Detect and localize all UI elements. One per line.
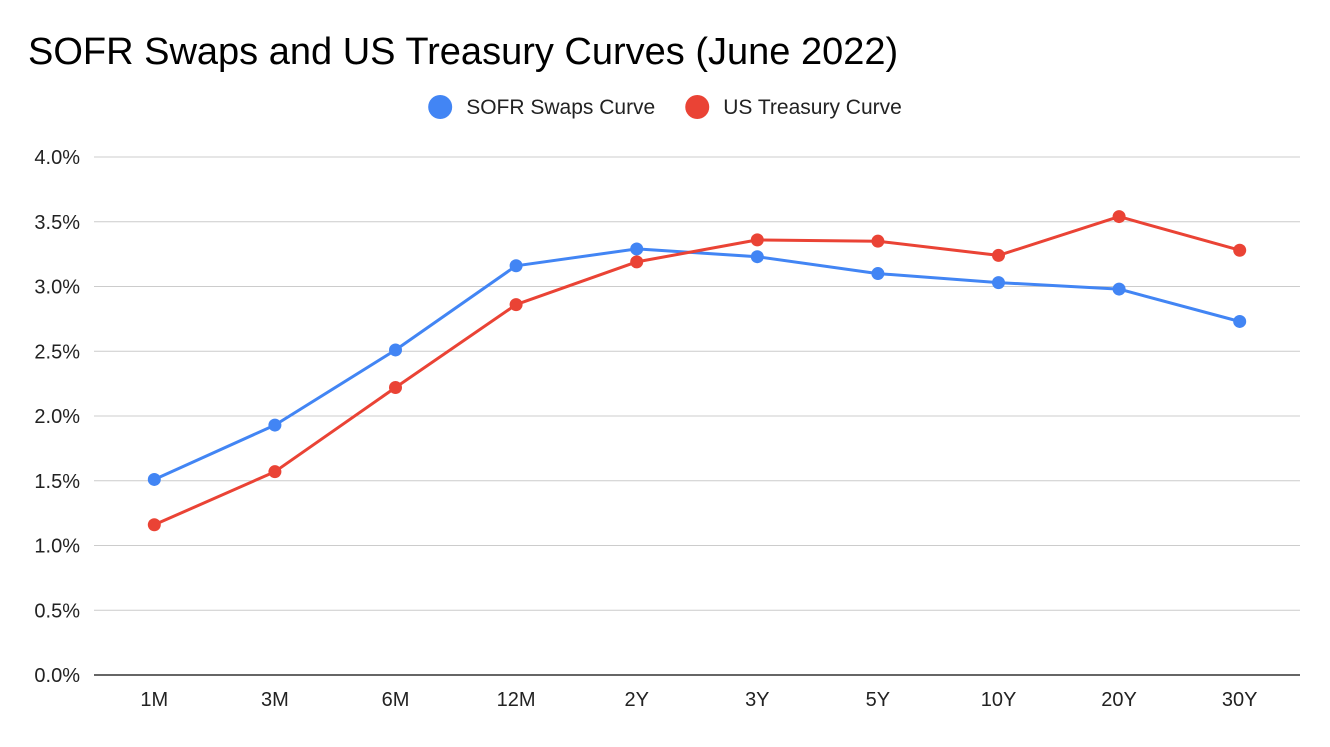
x-tick-label: 12M (497, 689, 536, 711)
x-tick-label: 2Y (624, 689, 648, 711)
data-point[interactable] (147, 472, 161, 486)
y-tick-label: 0.0% (34, 665, 80, 687)
y-tick-label: 1.0% (34, 536, 80, 558)
series-line (152, 215, 1242, 527)
legend-marker (428, 95, 453, 119)
y-tick-label: 4.0% (34, 147, 80, 169)
data-point[interactable] (268, 418, 282, 432)
x-tick-label: 10Y (981, 689, 1017, 711)
x-tick-label: 3M (261, 689, 289, 711)
legend-marker (685, 95, 710, 119)
y-tick-label: 0.5% (34, 600, 80, 622)
data-point[interactable] (1233, 314, 1247, 328)
y-tick-label: 2.5% (34, 341, 80, 363)
x-axis: 1M 3M 6M 12M 2Y 3Y 5Y 10Y 20Y 30Y (140, 689, 1257, 711)
x-tick-label: 1M (140, 689, 168, 711)
series-layer (147, 210, 1247, 532)
y-tick-label: 2.0% (34, 406, 80, 428)
data-point[interactable] (509, 298, 523, 312)
data-point[interactable] (1112, 282, 1126, 296)
data-point[interactable] (871, 267, 885, 281)
y-tick-label: 1.5% (34, 471, 80, 493)
legend-item[interactable]: US Treasury Curve (685, 95, 902, 119)
data-point[interactable] (871, 234, 885, 248)
legend-item[interactable]: SOFR Swaps Curve (428, 95, 655, 119)
data-point[interactable] (147, 518, 161, 532)
series-0 (147, 242, 1247, 486)
data-point[interactable] (389, 343, 402, 357)
series-1 (147, 210, 1247, 532)
data-point[interactable] (1112, 210, 1126, 224)
data-point[interactable] (630, 242, 644, 256)
data-point[interactable] (992, 276, 1005, 290)
legend-label: US Treasury Curve (723, 96, 902, 119)
series-line (152, 247, 1242, 481)
data-point[interactable] (389, 381, 402, 395)
data-point[interactable] (630, 255, 644, 269)
data-point[interactable] (268, 465, 282, 479)
gridlines (94, 156, 1300, 676)
x-tick-label: 5Y (866, 689, 890, 711)
x-tick-label: 20Y (1101, 689, 1137, 711)
data-point[interactable] (1233, 243, 1247, 257)
legend-label: SOFR Swaps Curve (466, 96, 655, 119)
legend: SOFR Swaps Curve US Treasury Curve (428, 95, 902, 119)
x-tick-label: 6M (382, 689, 410, 711)
x-tick-label: 30Y (1222, 689, 1258, 711)
data-point[interactable] (509, 259, 523, 273)
data-point[interactable] (992, 248, 1005, 262)
data-point[interactable] (750, 250, 764, 264)
y-axis: 0.0% 0.5% 1.0% 1.5% 2.0% 2.5% 3.0% 3.5% 4.0% (34, 147, 80, 687)
x-tick-label: 3Y (745, 689, 769, 711)
y-tick-label: 3.5% (34, 212, 80, 234)
chart-title: SOFR Swaps and US Treasury Curves (June … (28, 31, 898, 73)
y-tick-label: 3.0% (34, 277, 80, 299)
data-point[interactable] (750, 233, 764, 247)
